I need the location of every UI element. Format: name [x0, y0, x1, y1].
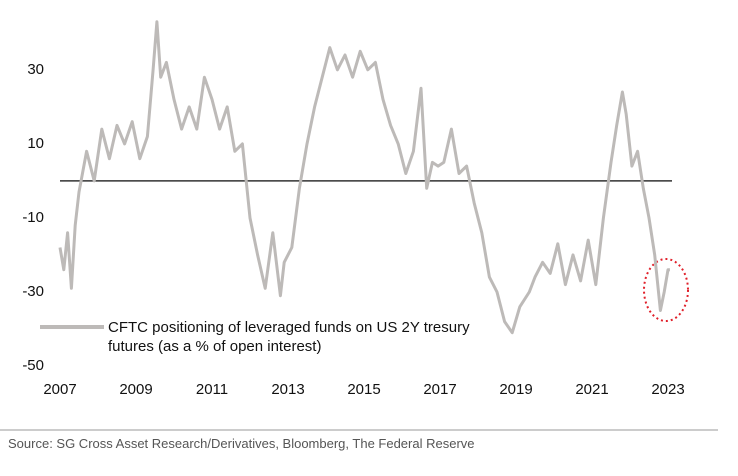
x-tick-label: 2019 — [499, 381, 532, 398]
x-tick-label: 2011 — [196, 381, 228, 398]
highlight-ellipse — [643, 258, 689, 322]
series-line — [58, 20, 670, 335]
y-tick-label: -10 — [22, 209, 44, 226]
x-tick-label: 2017 — [423, 381, 456, 398]
y-tick-label: -30 — [22, 283, 44, 300]
y-tick-label: -50 — [22, 357, 44, 374]
x-tick-label: 2015 — [347, 381, 380, 398]
x-tick-label: 2009 — [119, 381, 152, 398]
x-tick-label: 2023 — [651, 381, 684, 398]
x-tick-label: 2021 — [575, 381, 608, 398]
source-note: Source: SG Cross Asset Research/Derivati… — [8, 436, 475, 451]
y-tick-label: 30 — [27, 61, 44, 78]
y-tick-label: 10 — [27, 135, 44, 152]
x-tick-label: 2013 — [271, 381, 304, 398]
x-tick-label: 2007 — [43, 381, 76, 398]
legend-label: CFTC positioning of leveraged funds on U… — [108, 319, 470, 355]
